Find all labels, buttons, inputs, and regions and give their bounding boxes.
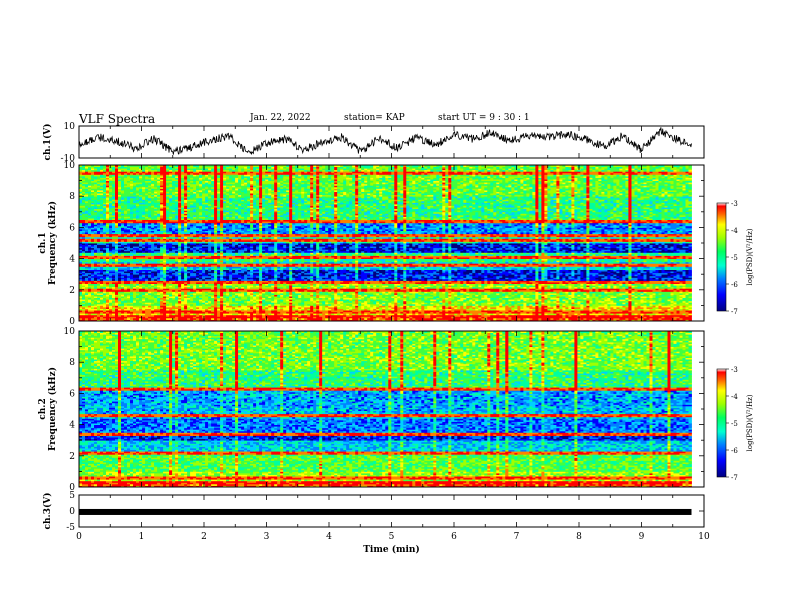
y-tick-label: 10 [64,122,76,132]
vlf-spectra-figure: 10-10ch.1(V)0246810ch.1 Frequency (kHz) -3… [0,0,792,612]
ch1-trace [79,127,692,154]
ch1-spectrogram-heatmap [79,165,692,321]
y-axis-label: ch.1(V) [42,124,53,161]
ch1-waveform-ylabel: ch.1(V) [42,124,53,161]
